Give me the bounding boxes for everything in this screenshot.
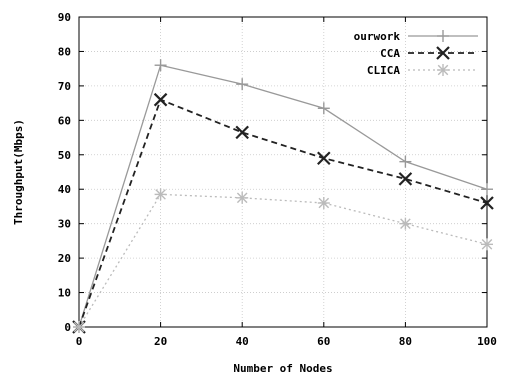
x-tick-label: 60	[317, 335, 330, 348]
y-tick-label: 90	[58, 11, 71, 24]
data-point-ourwork	[481, 183, 493, 196]
y-tick-label: 50	[58, 149, 71, 162]
legend: ourwork CCA CLICA	[354, 30, 478, 77]
data-point-clica	[73, 321, 85, 333]
legend-marker-ourwork	[437, 30, 449, 42]
series-lines	[72, 59, 494, 334]
legend-label-ourwork: ourwork	[354, 30, 401, 43]
data-point-ourwork	[154, 59, 167, 72]
data-point-clica	[236, 191, 249, 204]
data-point-clica	[317, 197, 330, 209]
data-point-cca	[398, 172, 413, 186]
data-point-cca	[480, 196, 494, 210]
x-tick-label: 100	[477, 335, 497, 348]
x-tick-label: 20	[154, 335, 167, 348]
data-point-clica	[154, 188, 167, 201]
y-tick-label: 0	[64, 321, 71, 334]
y-tick-label: 60	[58, 114, 71, 127]
x-tick-label: 80	[399, 335, 412, 348]
y-tick-label: 20	[58, 252, 71, 265]
y-tick-label: 40	[58, 183, 71, 196]
legend-label-cca: CCA	[380, 47, 400, 60]
data-point-clica	[399, 217, 412, 230]
legend-label-clica: CLICA	[367, 64, 400, 77]
y-tick-label: 80	[58, 45, 71, 58]
data-point-cca	[235, 125, 249, 140]
x-axis-label: Number of Nodes	[233, 362, 332, 375]
grid-lines	[78, 16, 488, 328]
y-tick-label: 10	[58, 287, 71, 300]
y-axis-label: Throughput(Mbps)	[12, 119, 25, 225]
data-point-cca	[317, 151, 331, 166]
axis-ticks: 0 10 20 30 40 50 60 70 80 90 0 20 40 60 80 100	[58, 11, 497, 348]
x-tick-label: 0	[76, 335, 83, 348]
series-line-clica	[78, 193, 488, 328]
plot-frame	[78, 16, 488, 328]
data-point-ourwork	[317, 102, 330, 115]
series-line-cca	[78, 98, 488, 328]
series-line-ourwork	[78, 64, 488, 328]
data-point-ourwork	[236, 78, 249, 91]
legend-marker-clica	[437, 64, 449, 76]
data-point-cca	[153, 92, 168, 107]
legend-marker-cca	[436, 46, 450, 60]
data-point-ourwork	[399, 155, 412, 168]
x-tick-label: 40	[236, 335, 249, 348]
data-point-clica	[481, 238, 493, 251]
y-tick-label: 70	[58, 80, 71, 93]
y-tick-label: 30	[58, 218, 71, 231]
